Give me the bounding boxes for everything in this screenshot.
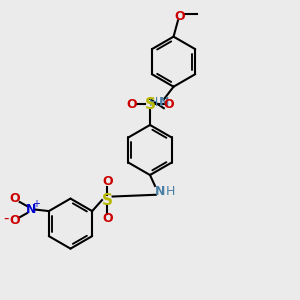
- Text: H: H: [166, 185, 175, 198]
- Text: -: -: [3, 210, 9, 225]
- Text: S: S: [145, 97, 155, 112]
- Text: S: S: [102, 193, 113, 208]
- Text: N: N: [159, 96, 169, 110]
- Text: +: +: [32, 199, 40, 209]
- Text: O: O: [175, 10, 185, 23]
- Text: N: N: [26, 203, 36, 216]
- Text: O: O: [163, 98, 174, 111]
- Text: H: H: [149, 96, 158, 110]
- Text: O: O: [9, 192, 20, 205]
- Text: O: O: [9, 214, 20, 227]
- Text: N: N: [155, 185, 166, 198]
- Text: O: O: [126, 98, 137, 111]
- Text: O: O: [102, 175, 112, 188]
- Text: O: O: [102, 212, 112, 225]
